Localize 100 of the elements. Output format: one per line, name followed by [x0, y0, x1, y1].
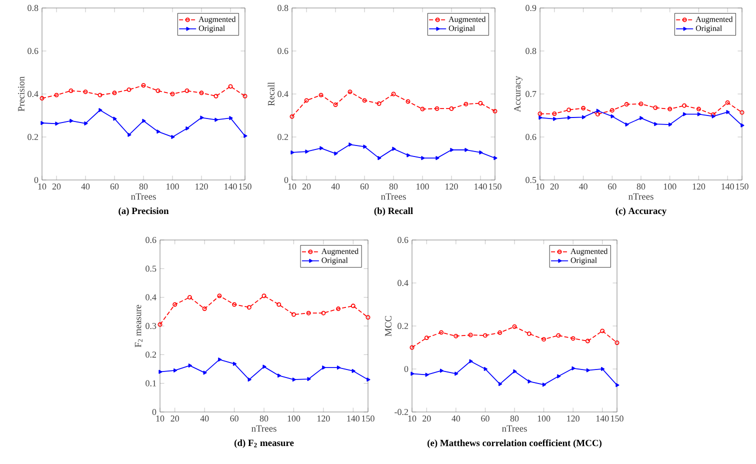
x-tick-label: 80	[139, 184, 148, 190]
point	[600, 328, 605, 334]
point	[172, 302, 178, 307]
y-tick-label: 0.2	[28, 134, 38, 140]
point	[366, 378, 370, 382]
y-tick-label: 0.5	[146, 266, 156, 272]
x-tick-label: 80	[389, 184, 398, 190]
point	[199, 90, 204, 96]
y-tick-label: 0.8	[28, 4, 38, 12]
point	[242, 94, 248, 98]
y-tick-label: 0.8	[278, 4, 288, 12]
x-tick-label: 20	[52, 184, 61, 190]
point	[262, 364, 266, 369]
y-axis-title: Accuracy	[514, 76, 522, 112]
point	[454, 334, 458, 338]
x-tick-label: 40	[200, 416, 209, 422]
x-tick-label: 80	[260, 416, 268, 422]
y-tick-label: 0.4	[398, 280, 408, 286]
x-tick-label: 100	[288, 416, 300, 422]
point	[469, 359, 473, 364]
point	[556, 333, 561, 338]
point	[333, 102, 338, 107]
x-axis-title: nTrees	[252, 425, 276, 432]
point	[653, 106, 658, 110]
x-tick-label: 120	[692, 184, 706, 190]
x-tick-label: 150	[736, 184, 748, 190]
y-axis-title: Recall	[268, 82, 274, 106]
x-axis-title: nTrees	[381, 193, 406, 200]
point	[421, 156, 425, 160]
point	[306, 310, 311, 316]
point	[278, 374, 282, 378]
x-tick-label: 40	[578, 184, 588, 190]
point	[582, 115, 586, 120]
point	[184, 88, 190, 94]
x-tick-label: 150	[489, 184, 502, 190]
x-tick-label: 140	[347, 416, 360, 422]
point	[158, 370, 162, 374]
point	[449, 106, 454, 111]
point	[528, 379, 532, 384]
point	[434, 106, 440, 111]
x-tick-label: 100	[416, 184, 429, 190]
point	[290, 114, 294, 119]
point	[228, 84, 233, 89]
point	[406, 153, 410, 158]
point	[513, 369, 517, 374]
y-tick-label: 0.4	[146, 294, 156, 300]
point	[439, 330, 444, 335]
point	[464, 102, 468, 106]
point	[98, 92, 102, 98]
point	[696, 106, 701, 112]
point	[318, 92, 324, 98]
point	[83, 90, 88, 94]
point	[128, 132, 132, 137]
point	[682, 103, 687, 108]
point	[352, 368, 356, 373]
point	[566, 108, 572, 112]
point	[464, 148, 468, 152]
point	[142, 118, 146, 123]
point	[450, 148, 454, 152]
point	[538, 116, 542, 120]
x-tick-label: 150	[362, 416, 374, 422]
point	[214, 94, 218, 98]
point	[112, 90, 117, 96]
point	[304, 98, 309, 103]
point	[581, 106, 586, 110]
point	[697, 112, 701, 116]
y-tick-label: 0	[152, 408, 156, 416]
x-tick-label: 140	[596, 416, 609, 422]
point	[392, 146, 396, 151]
point	[321, 310, 326, 316]
point	[202, 306, 207, 312]
x-tick-label: 20	[422, 416, 431, 422]
point	[526, 331, 532, 336]
point	[625, 122, 629, 127]
y-tick-label: 0.6	[28, 48, 38, 54]
x-axis-title: nTrees	[131, 193, 156, 200]
point	[570, 336, 576, 341]
point	[218, 358, 222, 362]
point	[410, 372, 414, 376]
point	[156, 88, 160, 94]
y-tick-label: 0.4	[278, 90, 288, 98]
point	[436, 156, 440, 160]
y-tick-label: 0.6	[526, 134, 536, 140]
point	[420, 106, 425, 112]
point	[542, 337, 546, 342]
point	[229, 116, 233, 120]
y-tick-label: 0.2	[398, 322, 408, 330]
point	[170, 92, 175, 96]
x-tick-label: 40	[81, 184, 90, 190]
y-tick-label: 0	[34, 176, 38, 184]
point	[557, 374, 561, 378]
point	[538, 112, 542, 116]
x-tick-label: 100	[166, 184, 179, 190]
point	[553, 116, 557, 121]
x-tick-label: 40	[331, 184, 340, 190]
y-tick-label: 0	[404, 366, 408, 372]
point	[141, 83, 146, 88]
point	[366, 315, 370, 320]
point	[334, 152, 338, 156]
point	[440, 368, 444, 373]
